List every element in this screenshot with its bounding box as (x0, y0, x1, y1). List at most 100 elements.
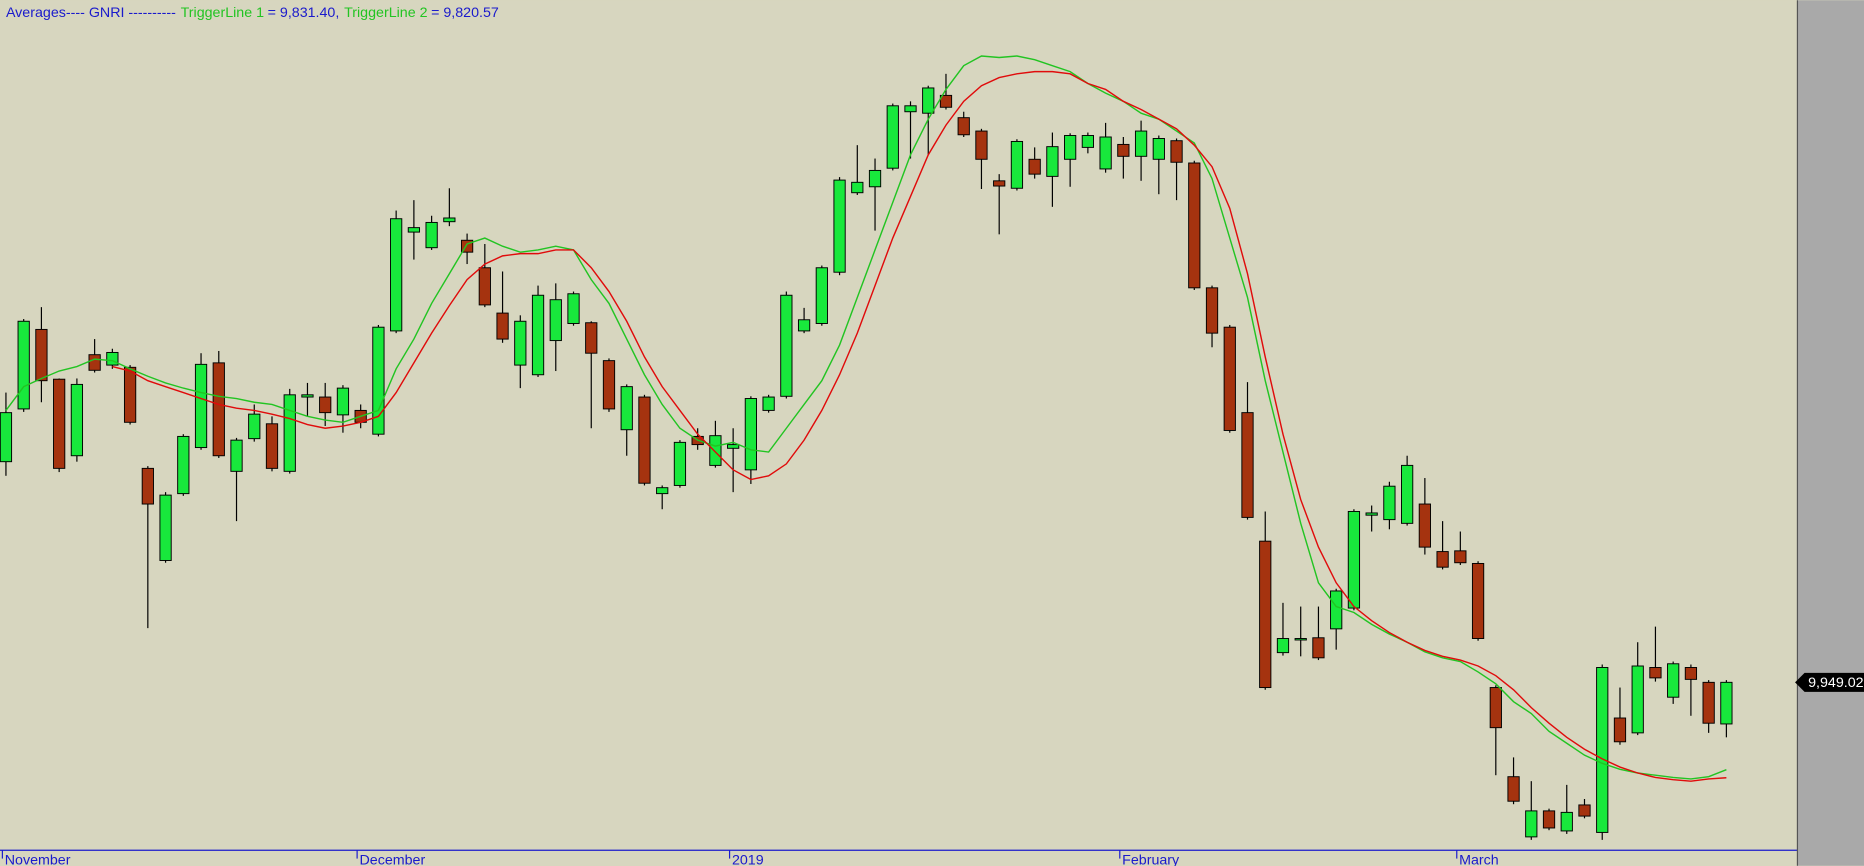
candle-body (1454, 550, 1467, 564)
candle-body (1418, 503, 1431, 548)
candle-body (460, 239, 474, 253)
trigger-line (5, 55, 1727, 780)
candle-body (780, 294, 793, 397)
candle-body (1667, 663, 1680, 698)
candle-body (514, 320, 527, 366)
candle-body (585, 322, 598, 354)
candle-body (106, 351, 119, 366)
candle-body (1152, 138, 1165, 160)
candle-body (248, 413, 261, 440)
candle-body (531, 294, 545, 376)
candle-body (1578, 804, 1591, 817)
candle-body (975, 130, 988, 160)
candle-body (1010, 140, 1024, 189)
candle-body (1259, 540, 1272, 689)
candle-body (922, 87, 935, 114)
candle-body (1702, 681, 1715, 724)
candle-body (123, 366, 137, 423)
x-tick-label: December (359, 853, 425, 866)
candle-body (549, 299, 562, 342)
price-marker-label: 9,949.02 (1808, 675, 1864, 691)
candle-body (1489, 687, 1502, 729)
candle-body (159, 494, 172, 561)
candle-body (88, 354, 101, 371)
candle-body (177, 435, 190, 495)
candle-body (1684, 667, 1698, 680)
candle-body (1117, 143, 1130, 157)
candle-body (319, 396, 332, 414)
candle-body (1542, 810, 1556, 829)
candle-body (1205, 287, 1219, 334)
candle-body (851, 181, 864, 194)
candle-body (17, 320, 30, 410)
candle-body (815, 267, 828, 324)
candle-body (993, 180, 1006, 187)
candle-body (1312, 637, 1325, 659)
candle-body (1064, 135, 1077, 160)
candle-body (1294, 638, 1307, 641)
price-axis-panel (1797, 0, 1864, 866)
candle-body (1383, 485, 1396, 521)
candle-body (868, 169, 882, 188)
candle-body (1525, 810, 1538, 838)
candle-body (656, 487, 669, 495)
legend-name: TriggerLine 2 (344, 5, 428, 21)
candle-body (709, 435, 722, 466)
candle-body (1276, 638, 1290, 654)
candle-body (478, 267, 491, 306)
candle-body (886, 105, 899, 169)
candle-body (727, 444, 740, 449)
candle-body (1347, 510, 1361, 609)
candle-body (1596, 667, 1609, 833)
x-tick-label: March (1459, 853, 1499, 866)
date-axis (0, 850, 1798, 866)
candle-body (904, 105, 917, 113)
candle-body (1720, 681, 1733, 725)
candle-body (1046, 146, 1059, 177)
price-marker (1795, 672, 1864, 692)
candle-body (1471, 562, 1485, 639)
candle-body (0, 412, 13, 463)
legend-name: TriggerLine 1 (181, 5, 265, 21)
candle-body (1436, 551, 1449, 568)
x-tick-label: 2019 (732, 853, 764, 866)
candle-body (407, 227, 421, 233)
legend-value: = 9,820.57 (431, 5, 499, 21)
candle-body (567, 293, 580, 324)
candle-body (1170, 140, 1183, 163)
candle-body (673, 441, 687, 486)
candle-body (1081, 135, 1094, 148)
candle-body (194, 363, 208, 449)
candle-body (939, 94, 953, 108)
candle-body (1401, 464, 1414, 524)
candle-body (443, 217, 456, 223)
candle-body (1241, 412, 1254, 518)
candle-body (638, 396, 651, 484)
candle-body (762, 396, 775, 411)
candle-body (425, 221, 438, 249)
header: Averages---- GNRI ---------- TriggerLine … (6, 5, 499, 21)
candle-body (1631, 665, 1644, 734)
candle-body (744, 398, 758, 471)
candle-body (70, 383, 84, 457)
candle-body (1649, 667, 1662, 679)
candle-body (1188, 162, 1201, 289)
candle-body (336, 387, 350, 416)
candle-body (1365, 512, 1378, 516)
candle-body (1028, 158, 1041, 175)
candle-body (230, 439, 243, 472)
candle-body (496, 312, 509, 340)
candle-body (1134, 130, 1148, 157)
candle-body (620, 386, 633, 431)
candle-body (265, 423, 279, 469)
candle-body (1507, 776, 1520, 802)
candle-body (301, 394, 314, 398)
candle-body (1099, 136, 1112, 170)
candle-body (797, 319, 811, 332)
candle-body (372, 326, 385, 435)
candle-body (53, 378, 66, 469)
candle-body (212, 362, 225, 457)
x-tick-label: November (5, 853, 71, 866)
